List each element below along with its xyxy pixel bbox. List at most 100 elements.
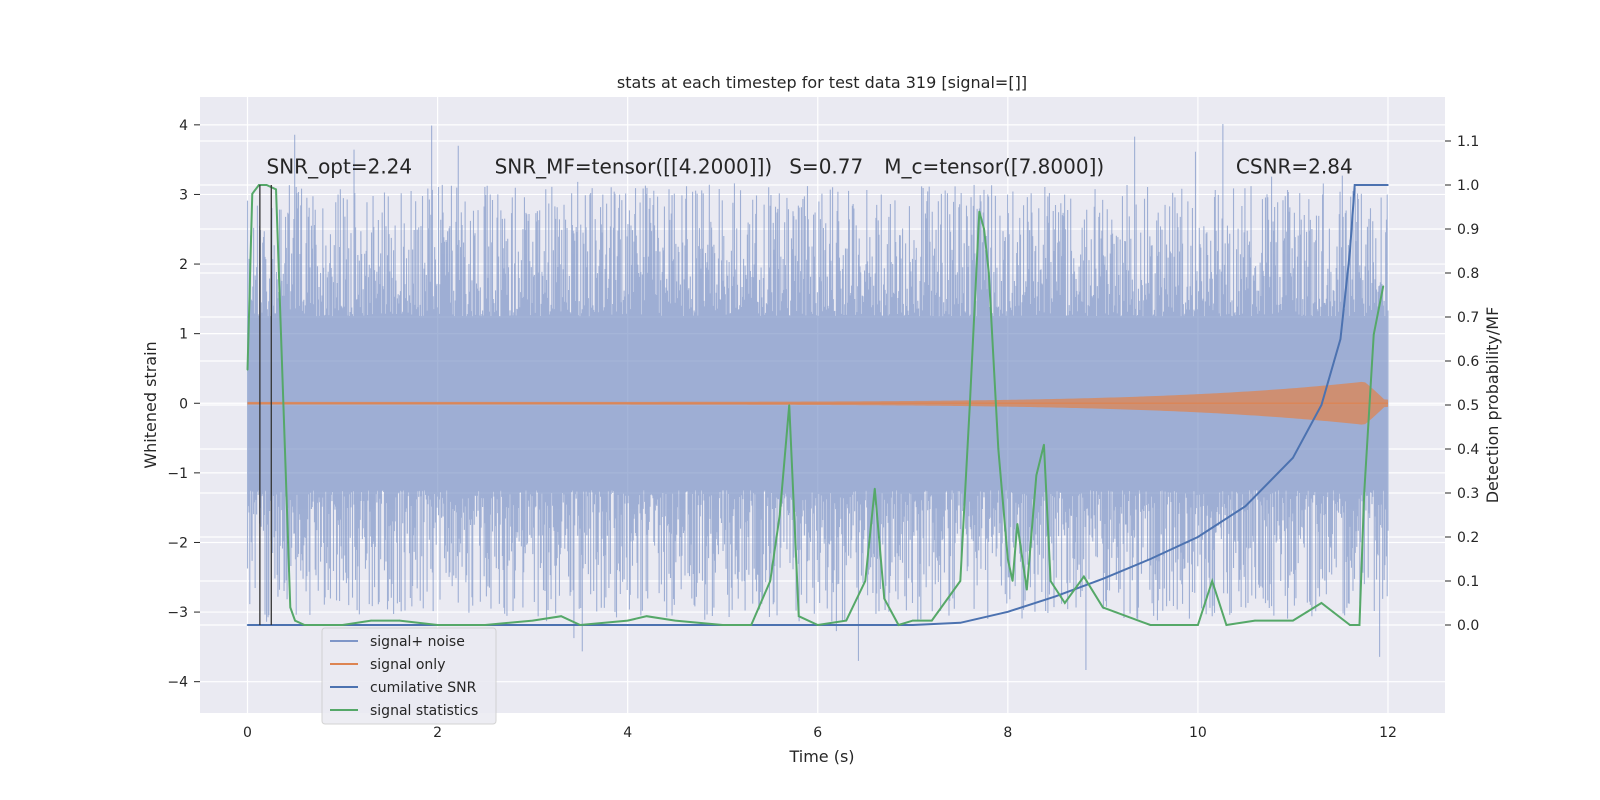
series-signal-statistics-point — [959, 580, 962, 582]
series-cumilative-snr-point — [1197, 536, 1199, 538]
y2-tick-label: 0.8 — [1457, 266, 1479, 282]
series-signal-statistics-point — [289, 606, 292, 609]
legend: signal+ noise signal only cumilative SNR si… — [321, 627, 497, 725]
series-signal-statistics-point — [769, 580, 772, 582]
series-cumilative-snr-point — [1292, 457, 1294, 459]
series-signal-statistics-point — [398, 619, 401, 622]
series-cumilative-snr-point — [1007, 611, 1009, 613]
legend-box — [321, 627, 497, 725]
y2-axis-label: Detection probability/MF — [1483, 307, 1502, 504]
series-layer — [246, 123, 1389, 670]
annotation: M_c=tensor([7.8000]) — [884, 155, 1104, 179]
series-signal-statistics-point — [284, 465, 287, 468]
series-signal-statistics-point — [864, 580, 867, 582]
series-signal-statistics-point — [341, 624, 344, 626]
series-signal-statistics-point — [1225, 624, 1228, 626]
series-signal-statistics-point — [978, 210, 981, 213]
series-signal-statistics-point — [1083, 575, 1085, 578]
y2-tick-label: 0.9 — [1457, 222, 1479, 238]
series-cumilative-snr-point — [1387, 184, 1389, 186]
y2-tick-label: 1.1 — [1457, 134, 1479, 150]
annotation: CSNR=2.84 — [1236, 155, 1353, 179]
series-cumilative-snr-point — [1349, 250, 1351, 252]
series-signal-statistics-point — [997, 448, 1000, 450]
series-signal-statistics-point — [873, 487, 876, 490]
x-tick-label: 2 — [433, 725, 442, 741]
series-signal-statistics-point — [674, 619, 676, 622]
series-signal-statistics-point — [1363, 492, 1366, 494]
annotation: SNR_MF=tensor([[4.2000]]) — [495, 155, 773, 179]
series-signal-statistics-point — [1049, 580, 1052, 582]
series-signal-statistics-point — [645, 615, 648, 617]
series-signal-statistics-point — [1358, 624, 1361, 626]
series-signal-statistics-point — [883, 597, 886, 600]
series-signal-statistics-point — [1292, 619, 1294, 622]
x-tick-label: 4 — [623, 725, 632, 741]
series-signal-statistics-point — [930, 619, 933, 622]
chart-title: stats at each timestep for test data 319… — [617, 73, 1027, 92]
series-signal-statistics-point — [251, 193, 254, 195]
series-signal-statistics-point — [1349, 624, 1351, 626]
series-signal-statistics-point — [1011, 580, 1014, 582]
legend-label: signal statistics — [370, 703, 478, 719]
y2-tick-label: 0.4 — [1457, 442, 1479, 458]
series-signal-statistics-point — [845, 619, 848, 622]
x-tick-label: 6 — [813, 725, 822, 741]
y2-tick-label: 0.0 — [1457, 618, 1479, 634]
x-axis-label: Time (s) — [788, 747, 854, 766]
series-cumilative-snr-point — [1339, 338, 1342, 340]
series-signal-statistics-point — [1102, 606, 1104, 609]
series-signal-statistics-point — [788, 404, 791, 406]
series-signal-statistics-point — [797, 615, 800, 617]
y-axis-right: 1.1 1.0 0.9 0.8 0.7 0.6 0.5 0.4 0.3 0.2 0.1 0.0 — [1445, 134, 1479, 634]
annotations: SNR_opt=2.24 SNR_MF=tensor([[4.2000]]) S=0… — [267, 155, 1353, 179]
series-signal-statistics-point — [322, 624, 325, 626]
series-signal-statistics-point — [1254, 619, 1256, 622]
series-signal-statistics-point — [1382, 285, 1385, 288]
y2-tick-label: 0.3 — [1457, 486, 1479, 502]
series-signal-statistics-point — [246, 369, 249, 371]
y-tick-label: 1 — [179, 327, 188, 343]
x-tick-label: 0 — [243, 725, 252, 741]
series-signal-statistics-point — [1197, 624, 1199, 626]
series-cumilative-snr-point — [1353, 184, 1356, 186]
series-signal-statistics-point — [750, 624, 753, 626]
y-tick-label: −1 — [167, 466, 188, 482]
series-signal-statistics-point — [275, 188, 277, 191]
series-signal-statistics-point — [1035, 474, 1038, 477]
series-cumilative-snr-point — [911, 624, 914, 626]
series-signal-statistics-point — [531, 619, 534, 622]
y2-tick-label: 0.5 — [1457, 398, 1479, 414]
x-tick-label: 8 — [1003, 725, 1012, 741]
series-signal-statistics-point — [911, 619, 914, 622]
series-cumilative-snr-point — [1149, 558, 1152, 560]
series-signal-statistics-point — [816, 624, 819, 626]
y2-tick-label: 1.0 — [1457, 178, 1479, 194]
y-tick-label: 3 — [179, 187, 188, 203]
series-signal-statistics-point — [579, 624, 581, 626]
series-signal-statistics-point — [1320, 602, 1323, 604]
series-signal-statistics-point — [560, 615, 562, 617]
series-signal-statistics-point — [1043, 443, 1045, 446]
annotation: SNR_opt=2.24 — [267, 155, 413, 179]
y-axis-label: Whitened strain — [141, 341, 160, 468]
series-signal-statistics-point — [1026, 589, 1028, 591]
series-signal-statistics-point — [778, 514, 781, 516]
y2-tick-label: 0.7 — [1457, 310, 1479, 326]
series-signal-statistics-point — [265, 184, 268, 186]
series-signal-statistics-point — [1372, 333, 1375, 336]
legend-label: cumilative SNR — [370, 680, 477, 696]
series-cumilative-snr-point — [1244, 505, 1247, 508]
y2-tick-label: 0.1 — [1457, 574, 1479, 590]
series-signal-statistics-point — [436, 624, 439, 626]
series-signal-statistics-point — [897, 624, 900, 626]
legend-label: signal+ noise — [370, 634, 465, 650]
series-signal-statistics-point — [1149, 624, 1152, 626]
series-signal-statistics-point — [721, 624, 724, 626]
y-tick-label: 4 — [179, 118, 188, 134]
series-cumilative-snr-point — [1054, 595, 1057, 598]
series-signal-statistics-point — [294, 619, 296, 622]
series-signal-statistics-point — [988, 272, 990, 274]
y-tick-label: 0 — [179, 396, 188, 412]
